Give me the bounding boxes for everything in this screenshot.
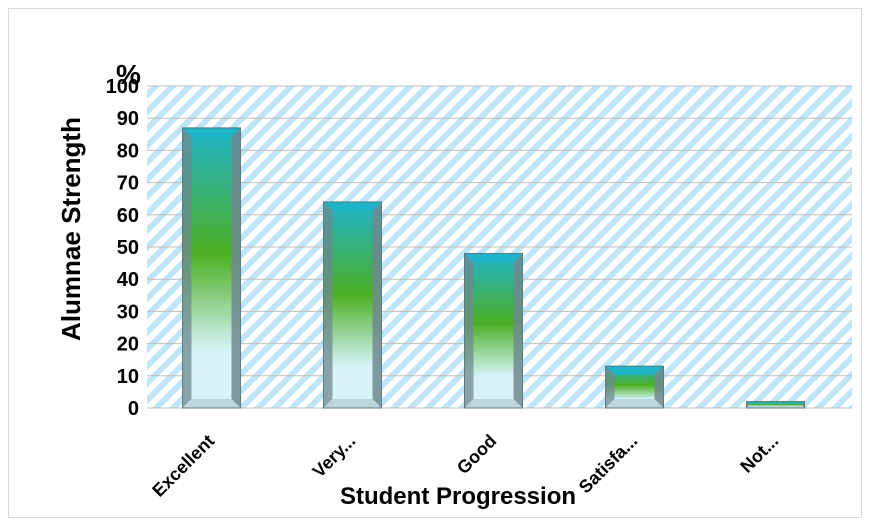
y-unit-label: % — [116, 59, 141, 90]
x-tick-label: Not... — [736, 431, 782, 477]
x-tick-label: Excellent — [148, 431, 218, 501]
y-tick-label: 40 — [117, 269, 139, 291]
bar — [464, 252, 523, 409]
y-tick-label: 50 — [117, 237, 139, 259]
y-tick-label: 20 — [117, 334, 139, 356]
bar — [182, 127, 241, 409]
y-tick-label: 0 — [128, 398, 139, 420]
y-tick-labels: 0 10 20 30 40 50 60 70 80 90 100 — [106, 76, 139, 420]
y-tick-label: 30 — [117, 301, 139, 323]
bars — [182, 127, 805, 409]
y-tick-label: 80 — [117, 140, 139, 162]
y-tick-label: 10 — [117, 366, 139, 388]
y-tick-label: 70 — [117, 173, 139, 195]
bar — [605, 365, 664, 409]
gridlines — [147, 85, 852, 409]
y-tick-label: 100 — [106, 76, 139, 98]
y-tick-label: 60 — [117, 205, 139, 227]
bar — [323, 201, 382, 409]
y-tick-label: 90 — [117, 108, 139, 130]
y-axis-title: Alumnae Strength — [56, 117, 86, 341]
bar — [746, 401, 805, 409]
x-axis-title: Student Progression — [340, 483, 576, 510]
x-tick-label: Satisfa... — [575, 431, 641, 497]
x-tick-label: Good — [453, 431, 500, 478]
x-tick-label: Very... — [309, 431, 360, 482]
